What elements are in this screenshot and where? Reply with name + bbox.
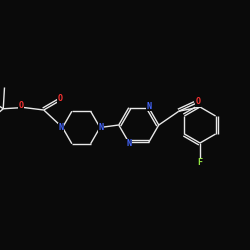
Text: O: O	[196, 97, 200, 106]
Text: O: O	[58, 94, 62, 103]
Text: N: N	[59, 123, 64, 132]
Text: F: F	[198, 158, 202, 167]
Text: O: O	[19, 100, 24, 110]
Text: N: N	[126, 139, 131, 148]
Text: N: N	[99, 123, 104, 132]
Text: N: N	[146, 102, 151, 111]
